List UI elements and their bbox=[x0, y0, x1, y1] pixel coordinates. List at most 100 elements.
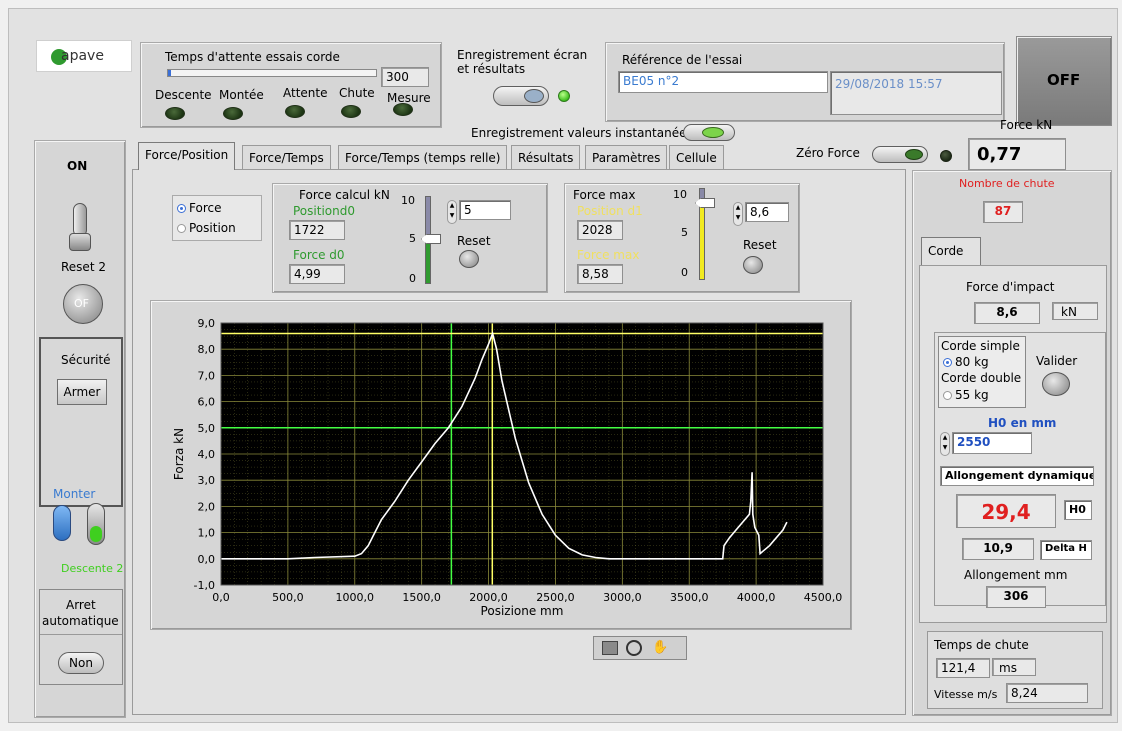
tab-parametres[interactable]: Paramètres bbox=[585, 145, 668, 169]
calc-reset-button[interactable] bbox=[459, 250, 479, 268]
max-reset-button[interactable] bbox=[743, 256, 763, 274]
impact-unit: kN bbox=[1052, 302, 1098, 320]
drops-value: 87 bbox=[983, 201, 1023, 223]
y-tick-label: 1,0 bbox=[198, 527, 216, 540]
auto-stop-label-1: Arret bbox=[66, 598, 96, 612]
max-tick-5: 5 bbox=[681, 226, 688, 239]
calc-spinner[interactable]: ▲ ▼ bbox=[447, 200, 457, 224]
recording-title-1: Enregistrement écran bbox=[457, 48, 588, 62]
recording-led bbox=[558, 90, 570, 102]
x-tick-label: 4000,0 bbox=[737, 591, 776, 604]
calc-slider-fill bbox=[426, 239, 430, 283]
validate-label: Valider bbox=[1036, 354, 1078, 368]
instant-recording-label: Enregistrement valeurs instantanées bbox=[471, 126, 693, 140]
recording-toggle[interactable] bbox=[493, 86, 549, 106]
off-button[interactable]: OFF bbox=[1016, 36, 1112, 126]
tab-cellule[interactable]: Cellule bbox=[669, 145, 724, 169]
radio-80kg-dot bbox=[946, 361, 949, 364]
monter-switch[interactable] bbox=[53, 505, 71, 541]
delta-value: 10,9 bbox=[962, 538, 1034, 560]
recording-toggle-knob bbox=[524, 89, 544, 103]
delta-unit: Delta H bbox=[1040, 540, 1092, 560]
rope-single-label: Corde simple bbox=[941, 339, 1020, 353]
arm-button[interactable]: Armer bbox=[57, 379, 107, 405]
of-button[interactable]: OF bbox=[63, 284, 103, 324]
max-slider-track[interactable] bbox=[699, 188, 705, 280]
rope-55kg-label: 55 kg bbox=[955, 388, 989, 402]
max-slider-thumb[interactable] bbox=[695, 198, 715, 208]
calc-setpoint-field[interactable]: 5 bbox=[459, 200, 511, 220]
position-d1-value: 2028 bbox=[577, 220, 623, 240]
wait-progress-fill bbox=[168, 70, 171, 76]
speed-label: Vitesse m/s bbox=[934, 688, 998, 701]
led-descente bbox=[165, 107, 185, 120]
force-max-label: Force max bbox=[577, 248, 640, 262]
tab-force-temps[interactable]: Force/Temps bbox=[242, 145, 331, 169]
calc-reset-label: Reset bbox=[457, 234, 491, 248]
position-d1-label: Position d1 bbox=[577, 204, 643, 218]
position-d0-value: 1722 bbox=[289, 220, 345, 240]
reset2-label: Reset 2 bbox=[61, 260, 106, 274]
radio-position[interactable] bbox=[177, 224, 186, 233]
led-label-mesure: Mesure bbox=[387, 91, 431, 105]
x-tick-label: 1000,0 bbox=[336, 591, 375, 604]
validate-button[interactable] bbox=[1042, 372, 1070, 396]
tab-corde[interactable]: Corde bbox=[921, 237, 981, 265]
switch-base bbox=[69, 233, 91, 251]
tab-force-position[interactable]: Force/Position bbox=[138, 142, 236, 170]
force-calc-panel: Force calcul kN Positiond0 1722 Force d0… bbox=[272, 183, 548, 293]
security-box: Sécurité Armer bbox=[39, 337, 123, 507]
reference-title: Référence de l'essai bbox=[622, 53, 743, 67]
wait-progress-bar bbox=[167, 69, 377, 77]
descente-label: Descente 2 bbox=[61, 562, 124, 575]
max-tick-0: 0 bbox=[681, 266, 688, 279]
h0-unit: H0 bbox=[1064, 500, 1092, 520]
y-axis-label: Forza kN bbox=[172, 428, 186, 480]
security-label: Sécurité bbox=[61, 353, 111, 367]
calc-slider-thumb[interactable] bbox=[421, 234, 441, 244]
zero-force-label: Zéro Force bbox=[796, 146, 860, 160]
force-max-title: Force max bbox=[573, 188, 636, 202]
power-switch[interactable] bbox=[69, 203, 91, 253]
pan-tool-icon[interactable]: ✋ bbox=[652, 640, 669, 655]
x-tick-label: 2500,0 bbox=[536, 591, 575, 604]
force-readout-label: Force kN bbox=[1000, 118, 1053, 132]
auto-stop-button-label: Non bbox=[69, 656, 93, 670]
recording-title-2: et résultats bbox=[457, 62, 526, 76]
reference-code-field[interactable]: BE05 n°2 bbox=[618, 71, 828, 93]
h0-spinner[interactable]: ▲ ▼ bbox=[940, 432, 950, 456]
max-spinner[interactable]: ▲ ▼ bbox=[733, 202, 743, 226]
y-tick-label: 5,0 bbox=[198, 422, 216, 435]
tab-resultats[interactable]: Résultats bbox=[511, 145, 581, 169]
cursor-tool-icon[interactable] bbox=[602, 641, 618, 655]
auto-stop-box: Arret automatique Non bbox=[39, 589, 123, 685]
max-slider-fill bbox=[700, 201, 704, 279]
right-panel: Nombre de chute 87 Corde Force d'impact … bbox=[912, 170, 1112, 716]
force-position-chart: 9,08,07,06,05,04,03,02,01,00,0-1,00,0 500… bbox=[172, 317, 842, 618]
elong-mm-value: 306 bbox=[986, 586, 1046, 608]
h0-field[interactable]: 2550 bbox=[952, 432, 1032, 454]
descente-switch[interactable] bbox=[87, 503, 105, 545]
x-tick-label: 3500,0 bbox=[670, 591, 709, 604]
led-attente bbox=[285, 105, 305, 118]
max-setpoint-field[interactable]: 8,6 bbox=[745, 202, 789, 222]
instant-recording-toggle[interactable] bbox=[683, 124, 735, 141]
instant-toggle-knob bbox=[702, 127, 724, 138]
zero-force-toggle[interactable] bbox=[872, 146, 928, 163]
force-calc-title: Force calcul kN bbox=[299, 188, 390, 202]
fall-time-label: Temps de chute bbox=[934, 638, 1029, 652]
zoom-tool-icon[interactable] bbox=[626, 640, 642, 656]
fall-time-unit: ms bbox=[992, 658, 1036, 676]
radio-80kg[interactable] bbox=[943, 358, 952, 367]
calc-tick-0: 0 bbox=[409, 272, 416, 285]
radio-force[interactable] bbox=[177, 204, 186, 213]
switch-lever bbox=[73, 203, 87, 237]
led-label-attente: Attente bbox=[283, 86, 328, 100]
radio-force-label: Force bbox=[189, 201, 222, 215]
off-label: OFF bbox=[1047, 71, 1081, 89]
tab-force-temps-realtime[interactable]: Force/Temps (temps relle) bbox=[338, 145, 508, 169]
auto-stop-button[interactable]: Non bbox=[58, 652, 104, 674]
reference-datetime-field: 29/08/2018 15:57 bbox=[830, 71, 1002, 115]
radio-55kg[interactable] bbox=[943, 391, 952, 400]
auto-stop-divider bbox=[40, 634, 122, 635]
